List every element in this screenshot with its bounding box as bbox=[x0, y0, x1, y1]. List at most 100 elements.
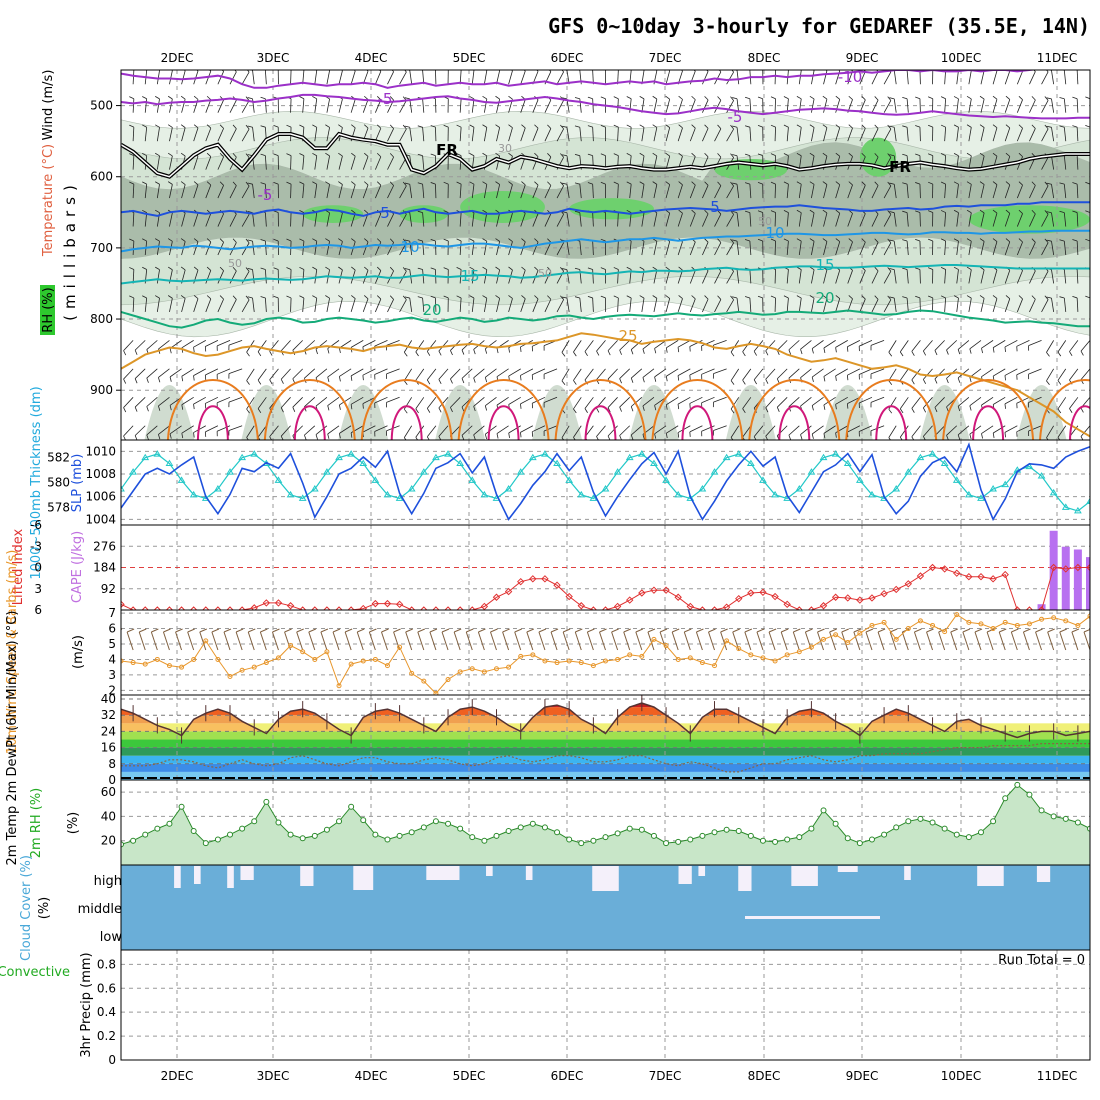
cape-tick-label: 276 bbox=[93, 539, 116, 553]
wind-barb bbox=[944, 127, 947, 142]
wind-barb-flag bbox=[273, 267, 279, 270]
wind-barb-flag bbox=[134, 435, 138, 440]
thickness-point bbox=[819, 453, 828, 461]
wind-barb-flag bbox=[934, 350, 938, 356]
wind-barb-flag bbox=[809, 209, 815, 214]
cloud-middle-patch bbox=[745, 916, 880, 919]
wind-barb-flag bbox=[129, 295, 135, 299]
wind-barb bbox=[315, 425, 328, 435]
wind-barb bbox=[726, 128, 734, 142]
wind-barb-flag bbox=[391, 70, 394, 72]
wind-barb bbox=[798, 127, 802, 142]
wind-barb-flag bbox=[180, 238, 186, 242]
wind-barb-flag bbox=[1085, 295, 1090, 299]
wind-barb bbox=[893, 298, 897, 312]
wind-barb bbox=[339, 396, 352, 406]
wind-barb bbox=[1016, 368, 1030, 376]
wind-barb-flag bbox=[979, 152, 985, 157]
wind-barb bbox=[409, 98, 413, 113]
wind-barb bbox=[326, 98, 330, 113]
wind-barb bbox=[473, 397, 485, 407]
wind-barb-flag bbox=[299, 210, 305, 213]
wind-barb bbox=[132, 155, 135, 170]
lifted-index-point bbox=[129, 606, 137, 610]
pressure-tick-label: 800 bbox=[90, 312, 113, 326]
contour-label: 5 bbox=[380, 204, 390, 222]
wind-barb bbox=[544, 270, 552, 284]
wind-barb bbox=[280, 368, 291, 380]
rh-point bbox=[1026, 791, 1033, 798]
wind-barb-flag bbox=[206, 266, 212, 271]
wind-barb bbox=[362, 396, 376, 405]
wind-barb bbox=[228, 340, 243, 346]
wind-barb bbox=[422, 98, 425, 113]
wind-barb-flag bbox=[167, 295, 173, 299]
wind-barb-flag bbox=[788, 349, 792, 355]
wind-barb bbox=[471, 127, 475, 142]
wind-10m-barb bbox=[453, 631, 461, 651]
wind-barb-flag bbox=[1005, 238, 1011, 243]
wind-speed-point bbox=[772, 658, 778, 664]
wind-barb-flag bbox=[573, 437, 576, 440]
wind-barb-flag bbox=[299, 124, 305, 128]
wind-barb-flag bbox=[193, 238, 199, 242]
wind-barb bbox=[823, 298, 828, 313]
wind-barb bbox=[619, 368, 631, 379]
wind-barb bbox=[121, 425, 122, 427]
wind-barb-flag bbox=[861, 295, 866, 300]
wind-barb-flag bbox=[626, 295, 632, 299]
wind-barb bbox=[1041, 213, 1049, 227]
wind-speed-point bbox=[905, 626, 911, 632]
wind-barb bbox=[339, 368, 352, 377]
pressure-tick-label: 900 bbox=[90, 383, 113, 397]
wind-barb bbox=[496, 98, 501, 113]
lifted-index-point bbox=[892, 585, 900, 594]
wind-barb bbox=[193, 184, 199, 199]
wind-barb bbox=[156, 241, 160, 256]
slp-tick-label: 1006 bbox=[85, 490, 116, 504]
wind-barb-flag bbox=[484, 434, 488, 440]
rh-point bbox=[759, 837, 766, 844]
wind-barb bbox=[956, 184, 959, 199]
wind-barb bbox=[584, 340, 594, 352]
rh-point bbox=[699, 832, 706, 839]
wind-barb-flag bbox=[362, 375, 364, 381]
wind-barb-flag bbox=[219, 295, 224, 300]
wind-barb-flag bbox=[351, 266, 356, 271]
wind-barb bbox=[146, 340, 158, 350]
wind-barb bbox=[592, 127, 594, 142]
slp-label: SLP (mb) bbox=[70, 454, 85, 513]
wind-barb-flag bbox=[167, 152, 173, 157]
wind-barb-flag bbox=[809, 124, 815, 128]
wind-barb bbox=[726, 100, 734, 113]
wind-barb-flag bbox=[992, 181, 998, 185]
wind-barb-flag bbox=[180, 266, 186, 271]
wind-barb bbox=[641, 184, 645, 199]
wind-barb-flag bbox=[889, 296, 895, 299]
thickness-point bbox=[371, 476, 380, 483]
wind-barb bbox=[426, 397, 437, 409]
wind-barb-flag bbox=[732, 97, 738, 100]
wind-barb bbox=[544, 99, 552, 113]
wind-barb bbox=[422, 127, 425, 142]
wind-barb bbox=[241, 242, 250, 256]
wind-barb bbox=[315, 368, 328, 378]
lifted-index-point bbox=[262, 599, 271, 607]
wind-barb bbox=[923, 397, 933, 409]
wind-barb-flag bbox=[484, 405, 488, 411]
cloud-high-patch bbox=[738, 866, 752, 891]
wind-barb bbox=[1028, 425, 1042, 432]
wind-barb bbox=[314, 70, 318, 85]
wind-barb bbox=[193, 298, 199, 313]
wind-barb bbox=[314, 212, 318, 227]
wind-barb bbox=[823, 70, 828, 85]
wind-speed-point bbox=[348, 661, 354, 667]
wind-barb bbox=[883, 71, 892, 85]
wind-barb bbox=[496, 241, 501, 256]
wind-barb bbox=[1063, 98, 1067, 113]
wind-barb-flag bbox=[946, 406, 949, 412]
wind-barb-flag bbox=[443, 267, 449, 270]
lifted-index-point bbox=[347, 606, 355, 610]
